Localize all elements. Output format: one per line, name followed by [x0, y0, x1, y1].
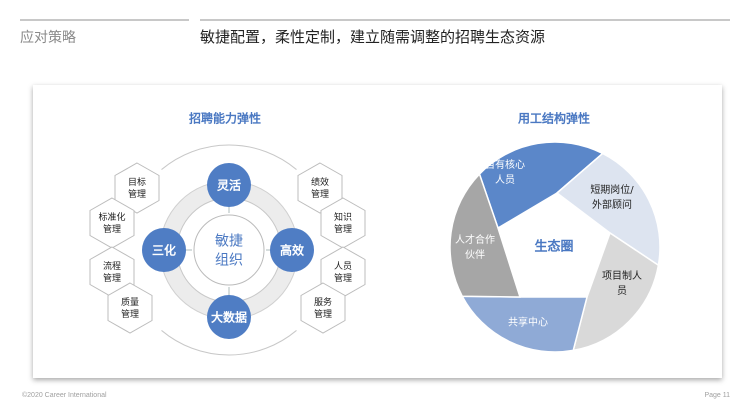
right-hexagon — [297, 162, 343, 214]
segment-label: 人才合作 — [455, 233, 495, 246]
page-title: 敏捷配置，柔性定制，建立随需调整的招聘生态资源 — [200, 28, 546, 46]
segment-label: 员 — [617, 285, 627, 297]
node-circle — [207, 163, 251, 207]
outer-arc-bottom — [161, 330, 297, 356]
node-label: 高效 — [280, 242, 305, 257]
right-hexagon — [300, 282, 346, 334]
left-hexagon — [107, 282, 153, 334]
segment-label: 自有核心 — [485, 158, 525, 171]
right-hexagon-label: 管理 — [314, 308, 332, 320]
left-hexagon-label: 管理 — [103, 272, 121, 284]
right-diagram-title: 用工结构弹性 — [517, 110, 590, 125]
node-circle — [270, 228, 314, 272]
left-hexagon-label: 流程 — [103, 260, 121, 272]
node-circle — [142, 228, 186, 272]
center-label: 组织 — [215, 253, 243, 269]
segment-0 — [478, 141, 605, 230]
right-hexagon-label: 管理 — [334, 272, 352, 284]
segment-3 — [461, 295, 588, 353]
left-hexagon-label: 管理 — [121, 308, 139, 320]
node-circle — [207, 295, 251, 339]
segment-1 — [555, 152, 661, 267]
left-hexagon-label: 目标 — [128, 176, 146, 188]
segment-label: 项目制人 — [602, 269, 642, 282]
page-number: Page 11 — [704, 392, 730, 399]
section-label: 应对策略 — [20, 30, 76, 46]
segment-4 — [449, 172, 522, 298]
center-pentagon — [498, 193, 610, 297]
segment-label: 共享中心 — [508, 316, 548, 329]
left-hexagon-label: 质量 — [121, 296, 139, 308]
right-hexagon-label: 管理 — [334, 223, 352, 235]
segment-label: 人员 — [495, 174, 515, 186]
left-hexagon-label: 标准化 — [98, 211, 125, 223]
left-hexagon — [114, 162, 160, 214]
ecosystem-label: 生态圈 — [534, 239, 573, 255]
left-hexagon-label: 管理 — [128, 188, 146, 200]
node-label: 灵活 — [217, 177, 241, 192]
right-hexagon-label: 绩效 — [311, 176, 329, 188]
node-label: 大数据 — [211, 309, 247, 324]
outer-arc-top — [161, 144, 297, 170]
right-hexagon-label: 知识 — [334, 211, 352, 223]
segment-label: 短期岗位/ — [590, 183, 634, 196]
segment-label: 外部顾问 — [592, 198, 632, 211]
copyright: ©2020 Career International — [22, 392, 107, 399]
right-hexagon-label: 服务 — [314, 296, 332, 308]
node-label: 三化 — [152, 242, 176, 257]
header-rule-right — [200, 19, 730, 21]
center-circle — [193, 214, 265, 286]
right-hexagon-label: 人员 — [334, 261, 352, 272]
right-hexagon-label: 管理 — [311, 188, 329, 200]
left-hexagon-label: 管理 — [103, 223, 121, 235]
segment-2 — [572, 231, 660, 352]
left-diagram-title: 招聘能力弹性 — [189, 110, 261, 125]
header-rule-left — [20, 19, 189, 21]
segment-label: 伙伴 — [465, 248, 485, 261]
center-label: 敏捷 — [215, 234, 243, 250]
